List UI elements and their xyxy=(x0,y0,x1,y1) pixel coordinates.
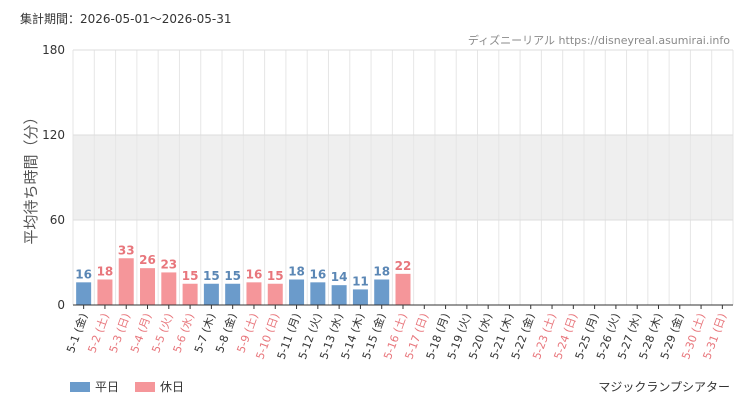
y-tick-label: 180 xyxy=(42,43,65,57)
data-label: 23 xyxy=(160,257,177,271)
legend-holiday-swatch xyxy=(135,381,156,392)
bar xyxy=(97,279,113,305)
data-label: 33 xyxy=(118,243,135,257)
legend: 平日 休日 xyxy=(70,378,200,395)
shaded-band xyxy=(73,135,733,220)
bar xyxy=(225,283,241,305)
legend-weekday-label: 平日 xyxy=(95,380,120,394)
data-label: 22 xyxy=(395,259,412,273)
data-label: 14 xyxy=(331,270,348,284)
y-tick-label: 60 xyxy=(50,213,65,227)
data-label: 15 xyxy=(224,269,241,283)
period-label: 集計期間：2026-05-01～2026-05-31 xyxy=(20,12,232,26)
bar xyxy=(161,272,177,305)
attraction-name: マジックランプシアター xyxy=(598,380,730,394)
data-label: 16 xyxy=(309,267,326,281)
bar xyxy=(395,273,411,305)
bar xyxy=(76,282,92,305)
data-label: 26 xyxy=(139,253,156,267)
y-axis-label: 平均待ち時間（分） xyxy=(22,109,40,244)
bar xyxy=(352,289,368,305)
bar xyxy=(310,282,326,305)
bar xyxy=(331,285,347,305)
data-label: 11 xyxy=(352,274,369,288)
data-label: 18 xyxy=(288,265,305,279)
bar xyxy=(267,283,283,305)
data-label: 16 xyxy=(75,267,92,281)
bar xyxy=(182,283,198,305)
legend-holiday: 休日 xyxy=(135,378,184,395)
data-label: 16 xyxy=(246,267,263,281)
y-tick-label: 0 xyxy=(57,298,65,312)
bar xyxy=(374,279,390,305)
bar xyxy=(118,258,134,305)
site-credit: ディズニーリアル https://disneyreal.asumirai.inf… xyxy=(467,34,730,47)
data-label: 18 xyxy=(373,265,390,279)
data-label: 15 xyxy=(203,269,220,283)
y-tick-label: 120 xyxy=(42,128,65,142)
data-label: 15 xyxy=(267,269,284,283)
bar xyxy=(203,283,219,305)
legend-weekday-swatch xyxy=(70,381,90,392)
bar xyxy=(289,279,305,305)
legend-weekday: 平日 xyxy=(70,378,119,395)
data-label: 18 xyxy=(97,265,114,279)
bar xyxy=(246,282,262,305)
data-label: 15 xyxy=(182,269,199,283)
legend-holiday-label: 休日 xyxy=(160,380,185,394)
bar xyxy=(140,268,156,305)
